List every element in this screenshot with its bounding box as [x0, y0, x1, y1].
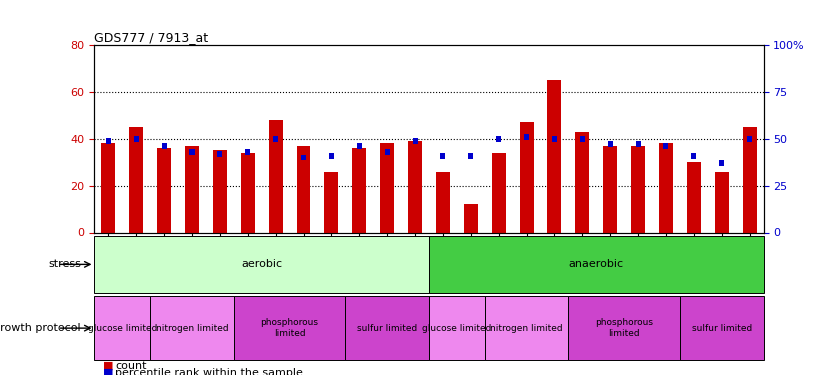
Bar	[719, 160, 724, 166]
Bar	[380, 144, 394, 232]
Text: percentile rank within the sample: percentile rank within the sample	[115, 368, 303, 375]
Bar	[429, 296, 484, 360]
Bar	[324, 172, 338, 232]
Bar	[234, 296, 346, 360]
Text: sulfur limited: sulfur limited	[357, 324, 417, 333]
Bar	[94, 296, 150, 360]
Text: glucose limited: glucose limited	[422, 324, 492, 333]
Bar	[357, 143, 362, 149]
Text: GDS777 / 7913_at: GDS777 / 7913_at	[94, 31, 209, 44]
Bar	[101, 144, 115, 232]
Bar	[346, 296, 429, 360]
Bar	[520, 122, 534, 232]
Bar	[631, 146, 645, 232]
Text: count: count	[115, 361, 146, 370]
Text: phosphorous
limited: phosphorous limited	[260, 318, 319, 338]
Text: glucose limited: glucose limited	[88, 324, 157, 333]
Bar	[129, 127, 143, 232]
Text: aerobic: aerobic	[241, 260, 282, 269]
Bar	[385, 149, 390, 155]
Bar	[241, 153, 255, 232]
Bar	[134, 136, 139, 142]
Text: sulfur limited: sulfur limited	[691, 324, 752, 333]
Bar	[273, 136, 278, 142]
Bar	[218, 151, 222, 157]
Bar	[568, 296, 680, 360]
Bar	[185, 146, 199, 232]
Text: phosphorous
limited: phosphorous limited	[595, 318, 654, 338]
Bar	[603, 146, 617, 232]
Bar	[484, 296, 568, 360]
Bar	[190, 149, 195, 155]
Bar	[213, 150, 227, 232]
Bar	[608, 141, 612, 147]
Bar	[436, 172, 450, 232]
Bar	[743, 127, 757, 232]
Bar	[245, 149, 250, 155]
Bar	[715, 172, 729, 232]
Bar	[301, 154, 306, 160]
Bar	[496, 136, 501, 142]
Text: nitrogen limited: nitrogen limited	[156, 324, 228, 333]
Bar	[576, 132, 589, 232]
Bar	[329, 153, 334, 159]
Bar	[408, 141, 422, 232]
Bar	[663, 143, 668, 149]
Bar	[106, 138, 111, 144]
Text: ■: ■	[103, 368, 113, 375]
Bar	[440, 153, 446, 159]
Bar	[580, 136, 585, 142]
Bar	[687, 162, 701, 232]
Text: nitrogen limited: nitrogen limited	[490, 324, 563, 333]
Bar	[94, 236, 429, 292]
Bar	[659, 144, 673, 232]
Bar	[150, 296, 234, 360]
Bar	[296, 146, 310, 232]
Bar	[157, 148, 171, 232]
Bar	[548, 80, 562, 232]
Text: anaerobic: anaerobic	[569, 260, 624, 269]
Bar	[464, 204, 478, 232]
Bar	[468, 153, 473, 159]
Text: growth protocol: growth protocol	[0, 323, 81, 333]
Bar	[635, 141, 640, 147]
Bar	[524, 134, 529, 140]
Text: ■: ■	[103, 361, 113, 370]
Bar	[492, 153, 506, 232]
Bar	[691, 153, 696, 159]
Text: stress: stress	[48, 260, 81, 269]
Bar	[680, 296, 764, 360]
Bar	[552, 136, 557, 142]
Bar	[352, 148, 366, 232]
Bar	[412, 138, 418, 144]
Bar	[162, 143, 167, 149]
Bar	[429, 236, 764, 292]
Bar	[747, 136, 752, 142]
Bar	[268, 120, 282, 232]
